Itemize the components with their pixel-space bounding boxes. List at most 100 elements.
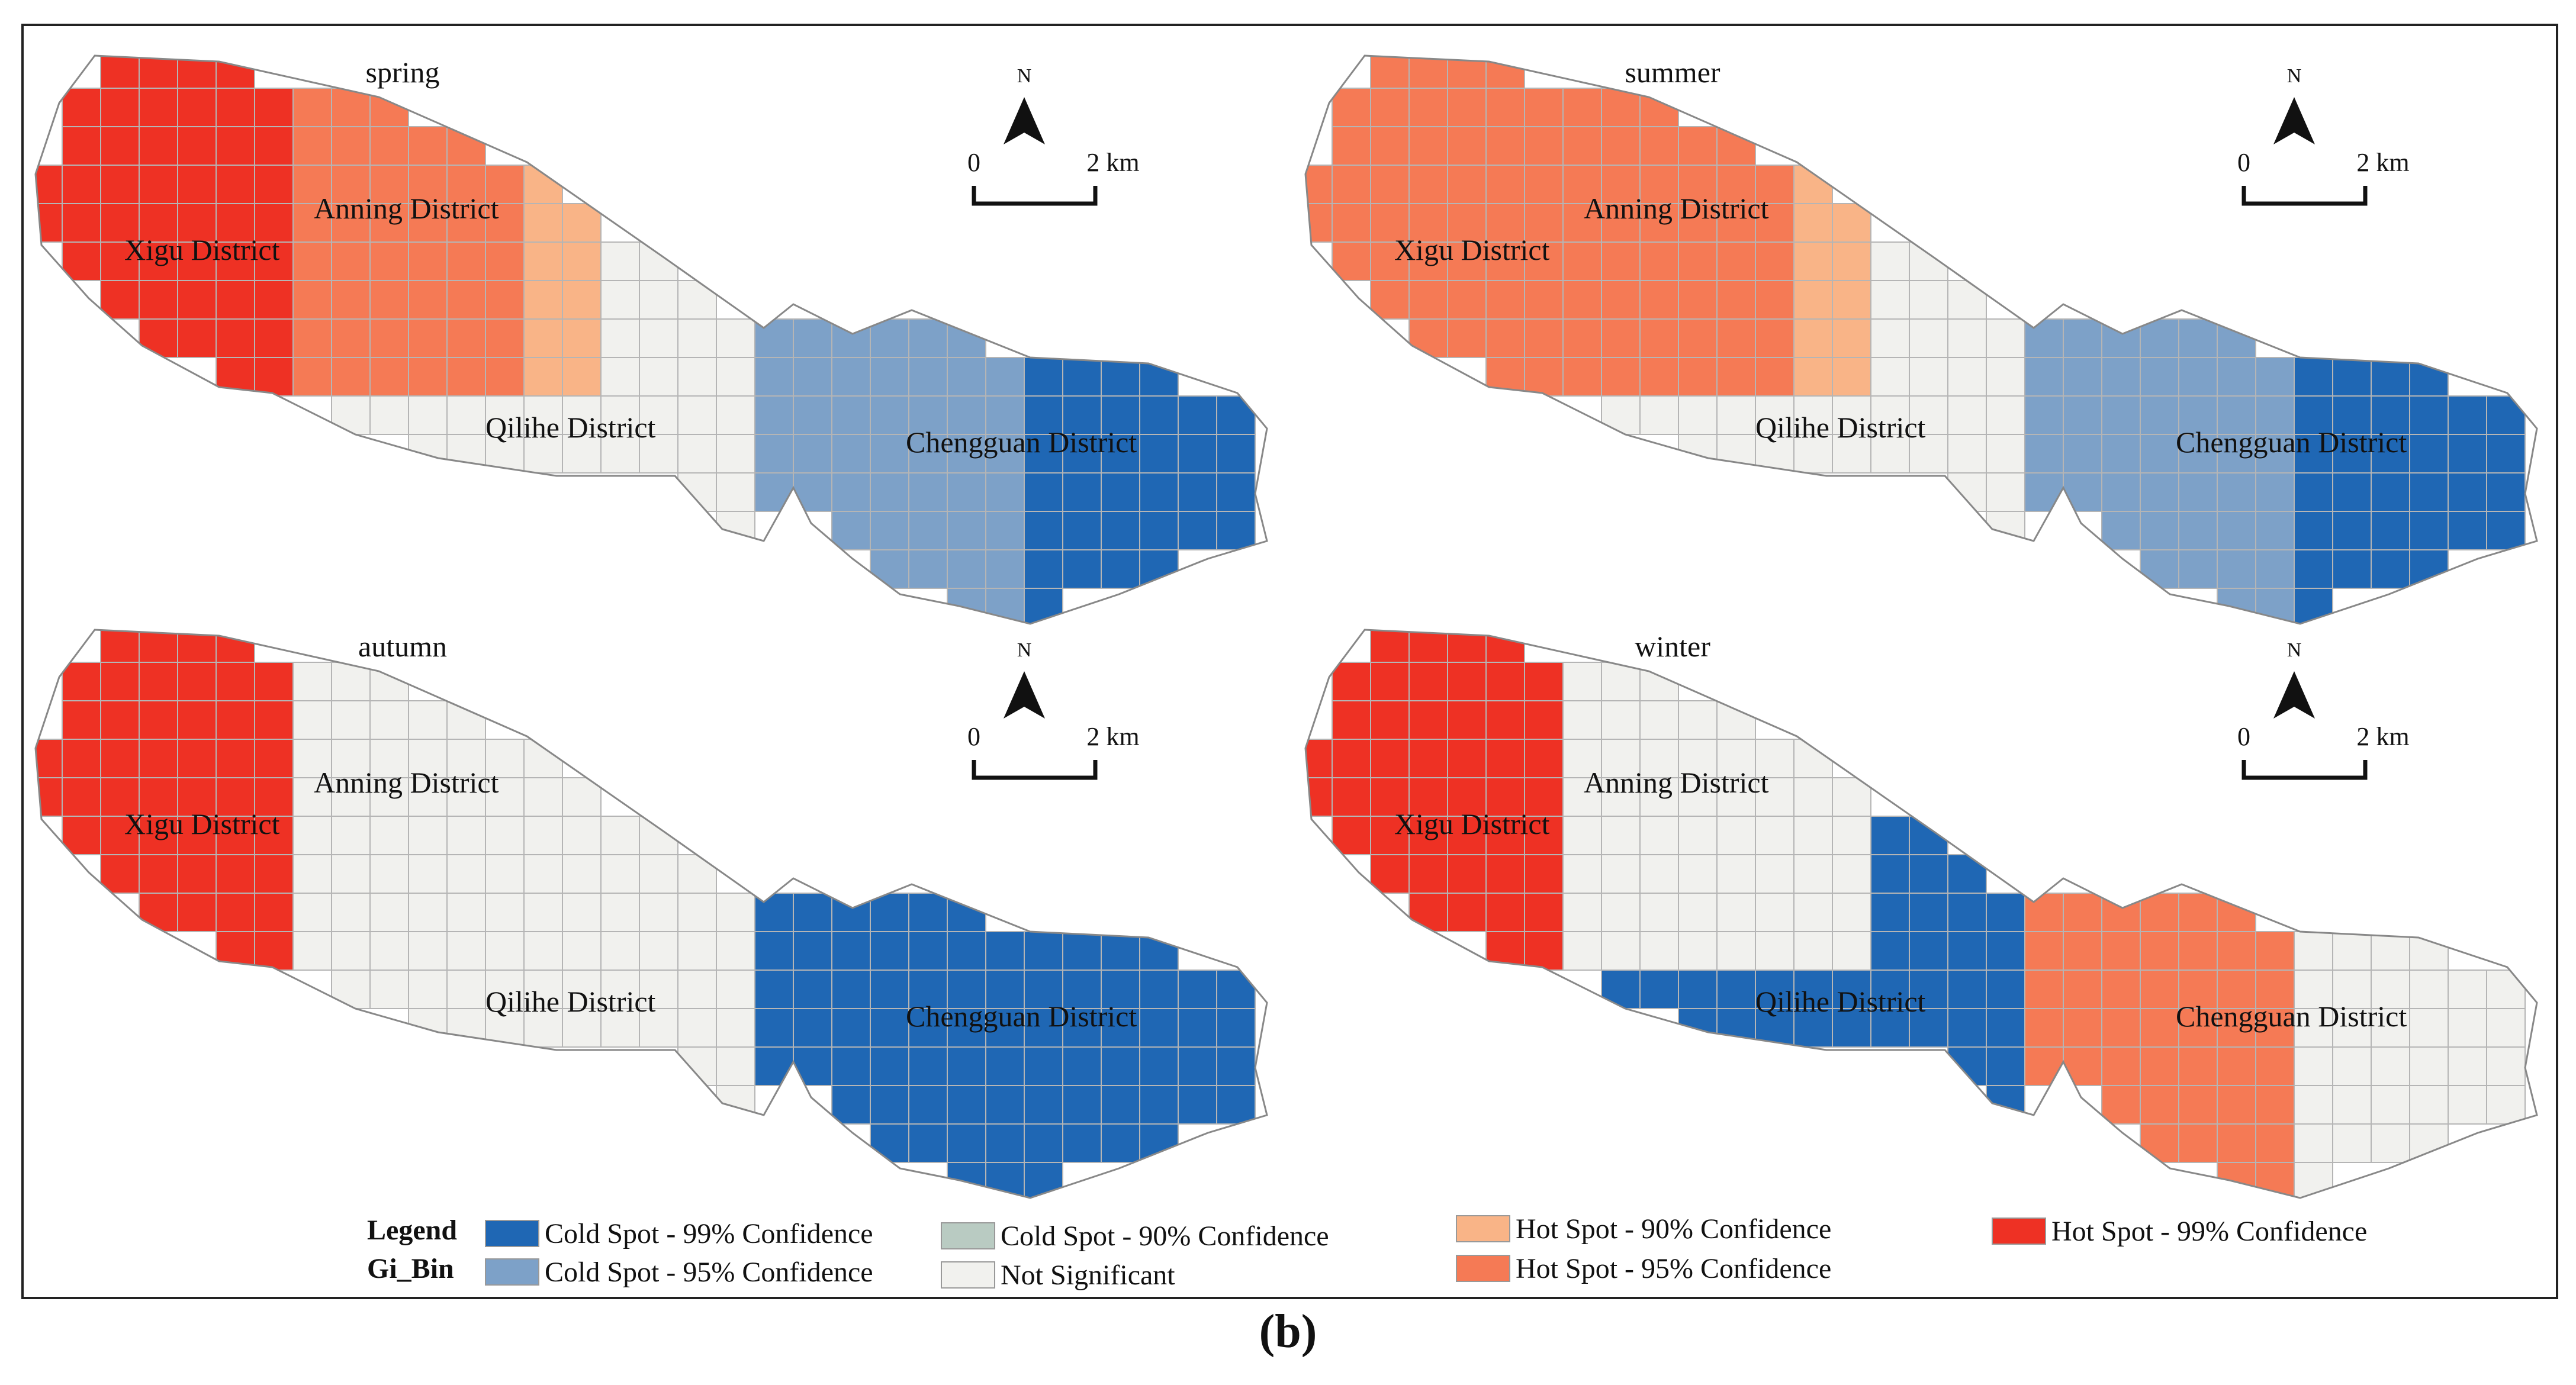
grid-cell <box>754 1008 794 1048</box>
grid-cell <box>831 318 871 358</box>
grid-cell <box>2409 1123 2449 1163</box>
grid-cell <box>1524 662 1564 701</box>
grid-cell <box>2255 395 2295 435</box>
grid-cell <box>1024 1123 1063 1163</box>
grid-cell <box>870 1123 909 1163</box>
grid-cell <box>1485 165 1525 204</box>
grid-cell <box>1947 357 1987 397</box>
grid-cell <box>177 816 217 855</box>
grid-cell <box>2217 357 2256 397</box>
grid-cell <box>139 630 178 663</box>
grid-cell <box>2371 434 2410 474</box>
grid-cell <box>1101 511 1140 550</box>
grid-cell <box>1947 395 1987 435</box>
grid-cell <box>139 318 178 358</box>
grid-cell <box>985 1046 1025 1086</box>
grid-cell <box>100 662 140 701</box>
grid-cell <box>1101 1123 1140 1163</box>
grid-cell <box>408 931 448 971</box>
grid-cell <box>2063 970 2102 1009</box>
grid-cell <box>1024 549 1063 589</box>
grid-cell <box>1601 357 1641 397</box>
grid-cell <box>677 357 717 397</box>
panel-title: winter <box>1635 630 1710 663</box>
grid-cell <box>62 203 101 243</box>
grid-cell <box>2140 472 2179 512</box>
grid-cell <box>1986 970 2025 1009</box>
grid-cell <box>446 357 486 397</box>
grid-cell <box>831 1008 871 1048</box>
grid-cells <box>36 630 1256 1198</box>
grid-cell <box>446 970 486 1009</box>
grid-cell <box>446 816 486 855</box>
grid-cell <box>485 280 525 320</box>
grid-cell <box>408 816 448 855</box>
grid-cell <box>139 165 178 204</box>
grid-cell <box>2024 472 2064 512</box>
grid-cell <box>1909 893 1948 932</box>
grid-cell <box>1601 739 1641 778</box>
grid-cell <box>1716 241 1756 281</box>
grid-cell <box>331 931 371 971</box>
grid-cell <box>1639 970 1679 1009</box>
grid-cell <box>1524 700 1564 740</box>
grid-cell <box>2486 1008 2526 1048</box>
district-label: Xigu District <box>124 807 280 840</box>
grid-cell <box>1639 854 1679 894</box>
grid-cell <box>1370 630 1410 663</box>
grid-cell <box>2255 1085 2295 1125</box>
grid-cell <box>1755 970 1794 1009</box>
grid-cell <box>2448 1085 2487 1125</box>
grid-cell <box>1139 511 1179 550</box>
grid-cell <box>600 854 640 894</box>
grid-cell <box>600 357 640 397</box>
scale-zero-label: 0 <box>2237 148 2250 177</box>
grid-cell <box>369 318 409 358</box>
grid-cell <box>177 893 217 932</box>
grid-cell <box>139 241 178 281</box>
grid-cell <box>446 739 486 778</box>
grid-cell <box>1216 1085 1256 1125</box>
grid-cell <box>408 280 448 320</box>
grid-cell <box>831 395 871 435</box>
grid-cell <box>292 777 332 817</box>
grid-cell <box>1524 931 1564 971</box>
grid-cell <box>2063 1046 2102 1086</box>
grid-cell <box>677 1046 717 1086</box>
panel-title: autumn <box>358 630 447 663</box>
grid-cell <box>985 357 1025 397</box>
grid-cell <box>1909 357 1948 397</box>
grid-cell <box>985 931 1025 971</box>
grid-cell <box>1678 1008 1718 1048</box>
grid-cell <box>216 318 255 358</box>
grid-cell <box>1601 662 1641 701</box>
grid-cell <box>1332 165 1371 204</box>
grid-cell <box>1716 318 1756 358</box>
grid-cell <box>2486 970 2526 1009</box>
grid-cell <box>2409 1046 2449 1086</box>
grid-cell <box>1447 816 1487 855</box>
grid-cell <box>100 165 140 204</box>
grid-cell <box>1524 777 1564 817</box>
grid-cell <box>677 854 717 894</box>
grid-cell <box>139 816 178 855</box>
grid-cell <box>677 1008 717 1048</box>
grid-cell <box>831 893 871 932</box>
grid-cell <box>100 700 140 740</box>
grid-cell <box>908 1085 948 1125</box>
grid-cell <box>1793 777 1833 817</box>
grid-cell <box>2332 395 2372 435</box>
grid-cell <box>1947 854 1987 894</box>
grid-cell <box>216 241 255 281</box>
grid-cell <box>2294 1085 2333 1125</box>
grid-cell <box>408 739 448 778</box>
grid-cell <box>1601 893 1641 932</box>
grid-cell <box>254 931 294 971</box>
grid-cell <box>1562 700 1602 740</box>
grid-cell <box>908 893 948 932</box>
legend-swatch <box>1456 1215 1510 1242</box>
grid-cell <box>1716 165 1756 204</box>
grid-cell <box>1101 395 1140 435</box>
grid-cell <box>408 970 448 1009</box>
grid-cell <box>1870 854 1910 894</box>
